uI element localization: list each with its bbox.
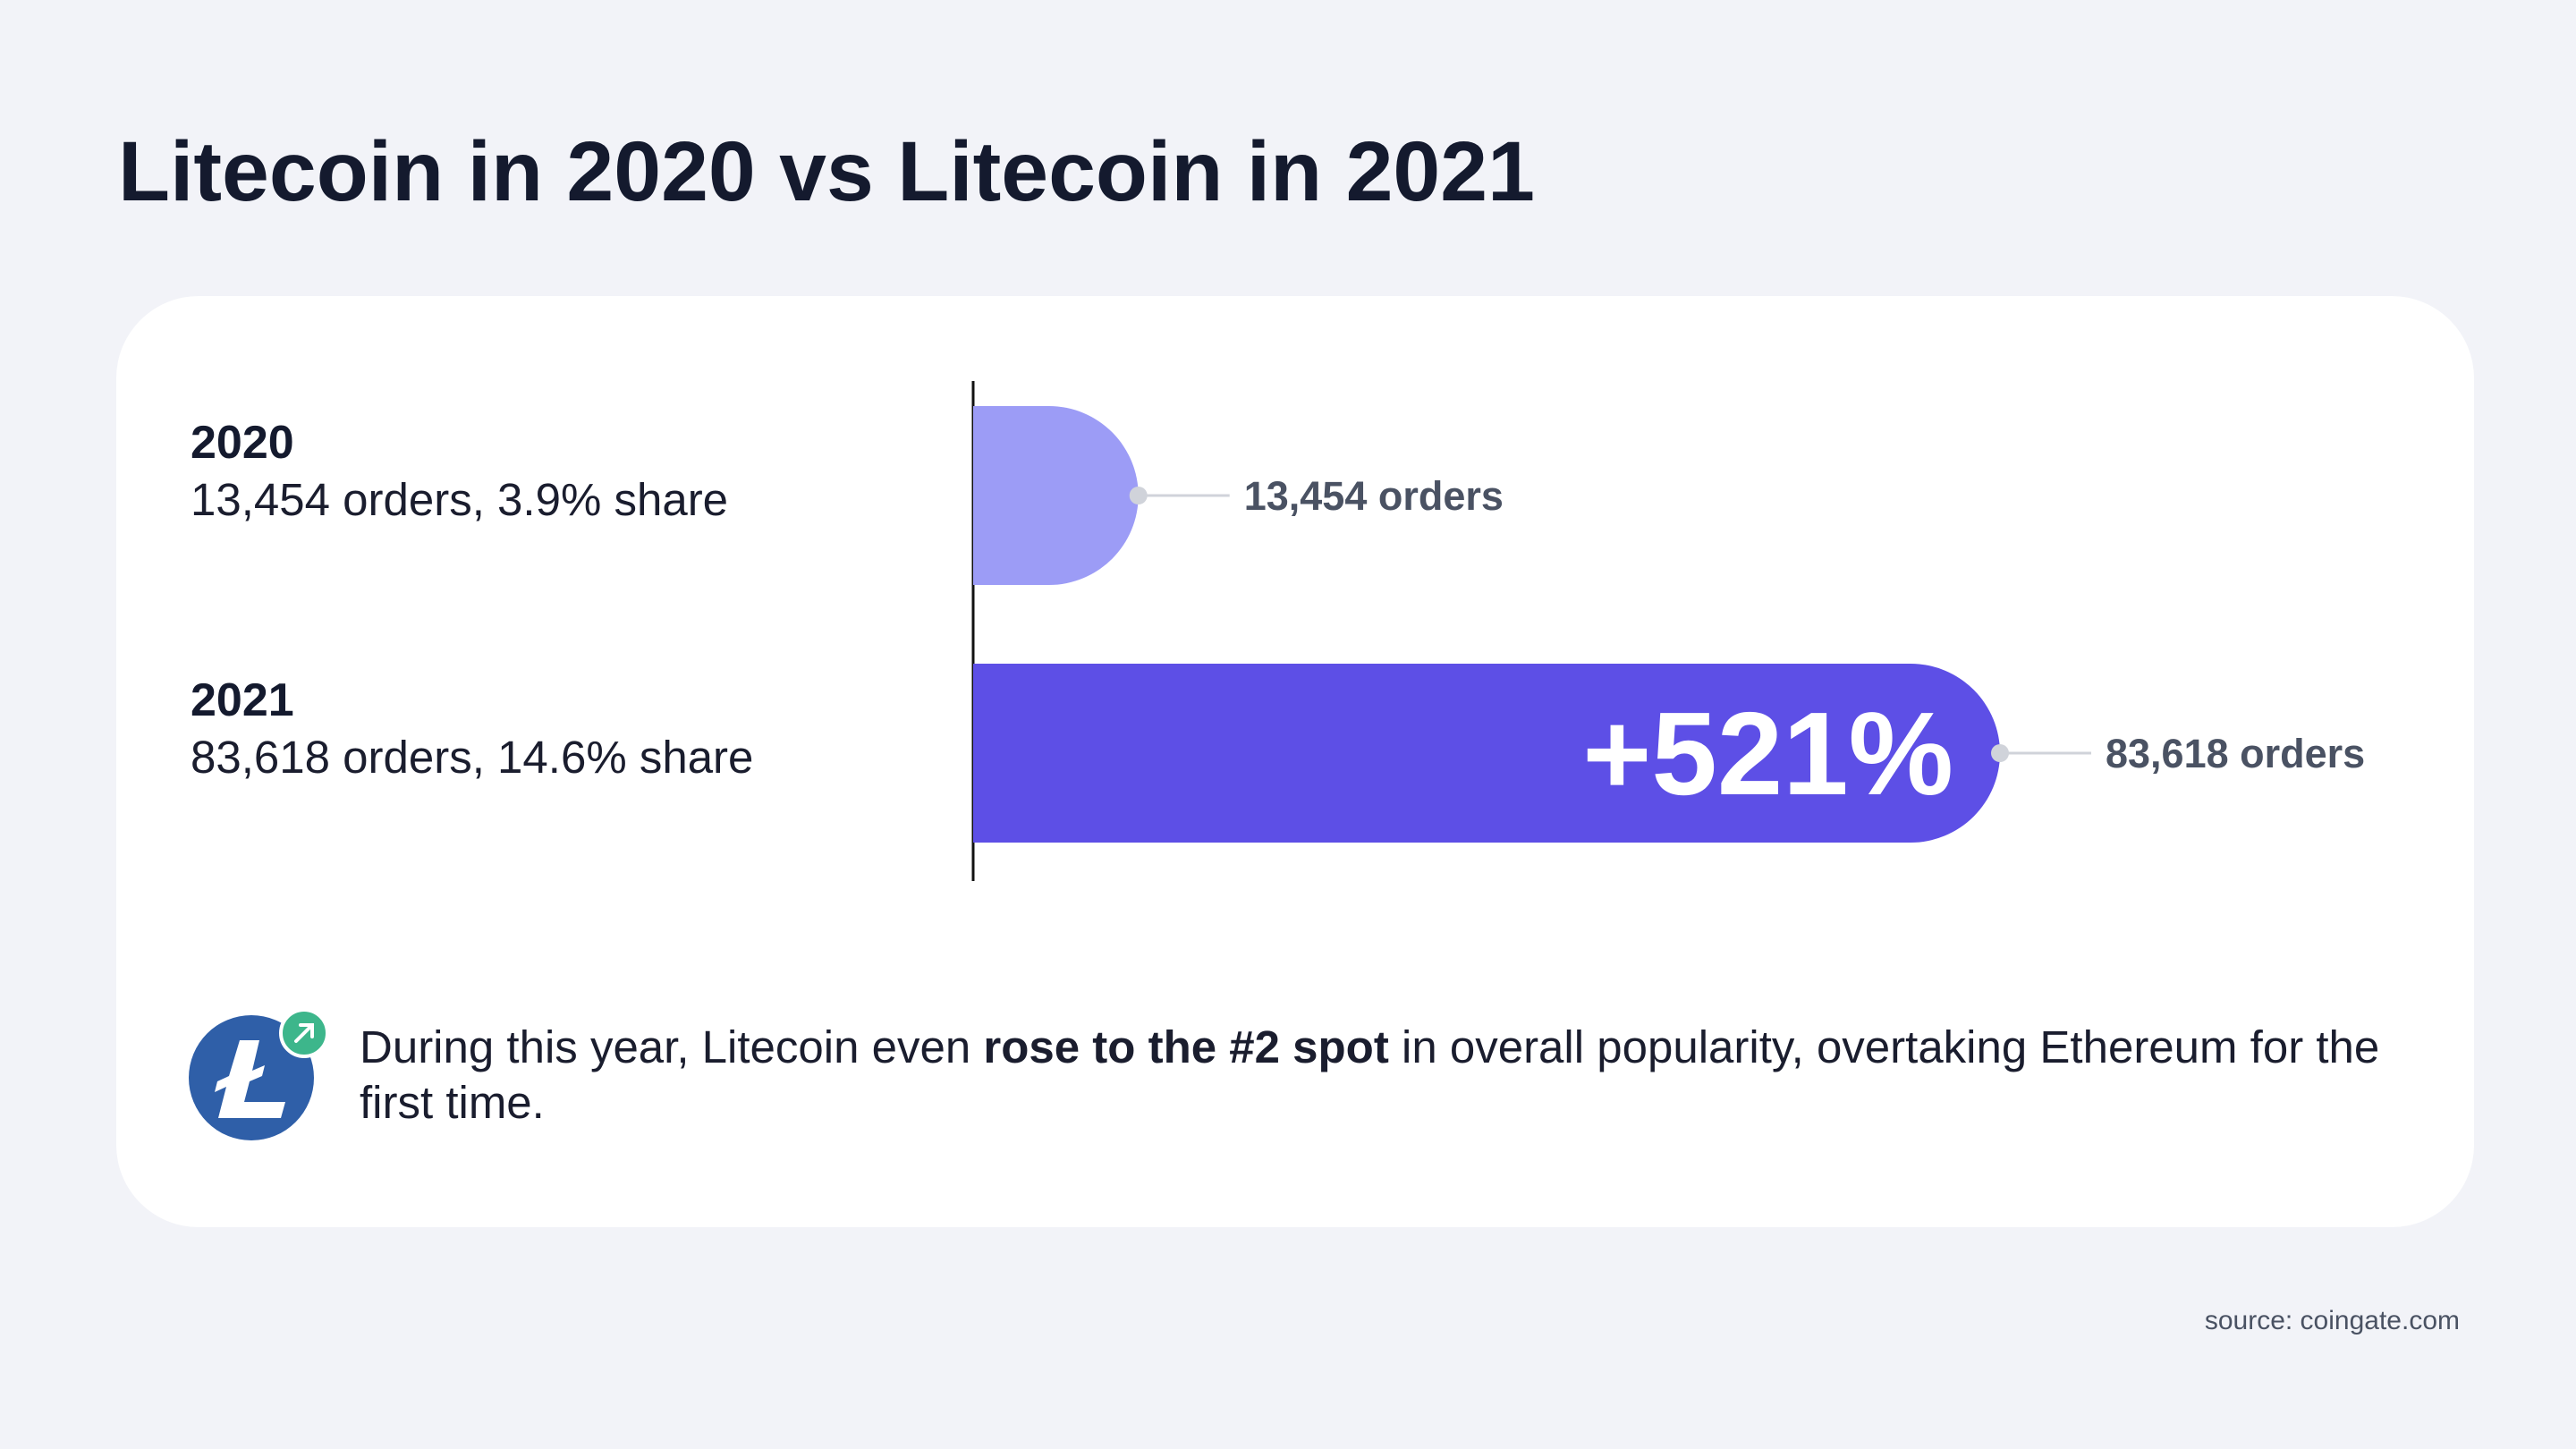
category-label: 2020 <box>191 417 294 469</box>
annotation: +521% <box>1582 688 1953 819</box>
icon-glyph <box>215 1040 285 1118</box>
note-text: in overall popularity, overtaking Ethere… <box>360 1021 2380 1128</box>
icon-arrow <box>294 1023 314 1043</box>
connector-dot <box>1991 744 2009 762</box>
category-detail: 13,454 orders, 3.9% share <box>191 474 728 525</box>
connector-dot <box>1129 487 1148 504</box>
note-highlight: rose to the #2 spot <box>983 1021 1389 1072</box>
chart-title: Litecoin in 2020 vs Litecoin in 2021 <box>118 124 1535 219</box>
value-label: 13,454 orders <box>1244 473 1504 519</box>
source: source: coingate.com <box>2205 1306 2460 1335</box>
note: During this year, Litecoin even rose to … <box>360 1020 2417 1131</box>
category-detail: 83,618 orders, 14.6% share <box>191 732 753 783</box>
bar <box>973 664 2000 843</box>
litecoin-icon <box>189 1008 329 1140</box>
note-text: During this year, Litecoin even <box>360 1021 984 1072</box>
value-label: 83,618 orders <box>2106 731 2365 776</box>
category-label: 2021 <box>191 674 294 726</box>
bar <box>973 406 1139 585</box>
